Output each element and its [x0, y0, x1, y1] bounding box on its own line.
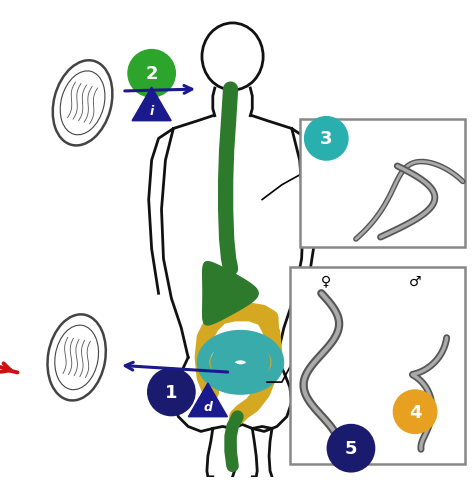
Ellipse shape: [55, 325, 99, 390]
Ellipse shape: [53, 61, 112, 146]
Text: i: i: [149, 105, 154, 118]
Circle shape: [327, 425, 374, 472]
Circle shape: [128, 50, 175, 98]
Bar: [290, 267, 465, 464]
Text: 3: 3: [320, 130, 333, 148]
Text: 2: 2: [146, 65, 158, 83]
Text: d: d: [203, 401, 212, 414]
Circle shape: [305, 118, 348, 161]
Ellipse shape: [202, 24, 263, 91]
Polygon shape: [203, 262, 258, 325]
Polygon shape: [188, 383, 228, 417]
Text: 4: 4: [409, 403, 421, 421]
Ellipse shape: [47, 315, 106, 401]
Text: 5: 5: [345, 439, 357, 457]
Bar: [300, 120, 465, 247]
Ellipse shape: [60, 72, 105, 135]
Circle shape: [148, 369, 195, 416]
Text: 1: 1: [165, 383, 178, 401]
Polygon shape: [132, 88, 171, 121]
Circle shape: [393, 390, 437, 433]
Text: ♂: ♂: [409, 274, 421, 288]
Text: ♀: ♀: [321, 274, 331, 288]
